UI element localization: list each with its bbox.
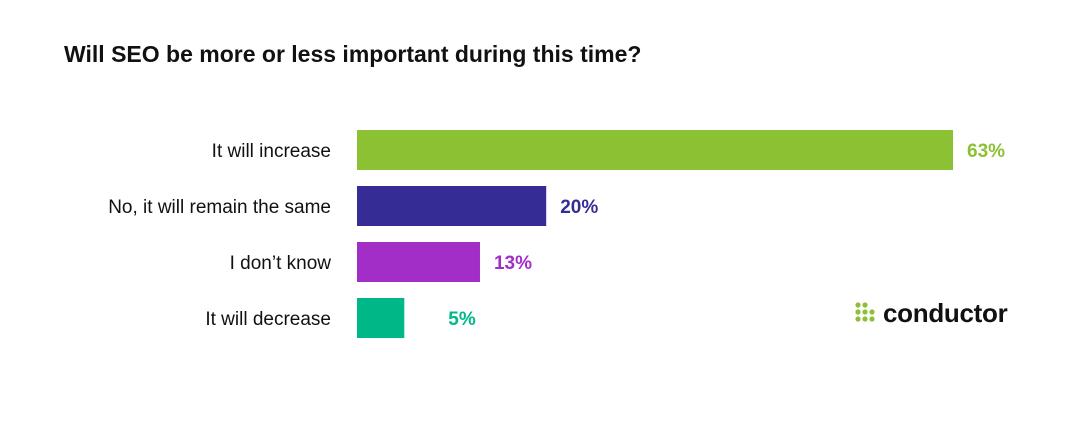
value-label: 13% xyxy=(494,253,532,274)
category-label: I don’t know xyxy=(230,253,332,274)
chart-title: Will SEO be more or less important durin… xyxy=(64,41,642,67)
bar xyxy=(357,186,547,226)
value-label: 20% xyxy=(560,197,598,218)
bar xyxy=(357,130,953,170)
category-label: It will decrease xyxy=(205,309,331,330)
conductor-logo: conductor xyxy=(855,298,1008,328)
value-label: 5% xyxy=(448,309,476,330)
value-label: 63% xyxy=(967,141,1005,162)
bar xyxy=(357,298,405,338)
category-label: No, it will remain the same xyxy=(108,197,331,218)
category-label: It will increase xyxy=(212,141,331,162)
dots-grid-icon xyxy=(855,302,875,322)
brand-name: conductor xyxy=(883,298,1008,328)
bar xyxy=(357,242,480,282)
